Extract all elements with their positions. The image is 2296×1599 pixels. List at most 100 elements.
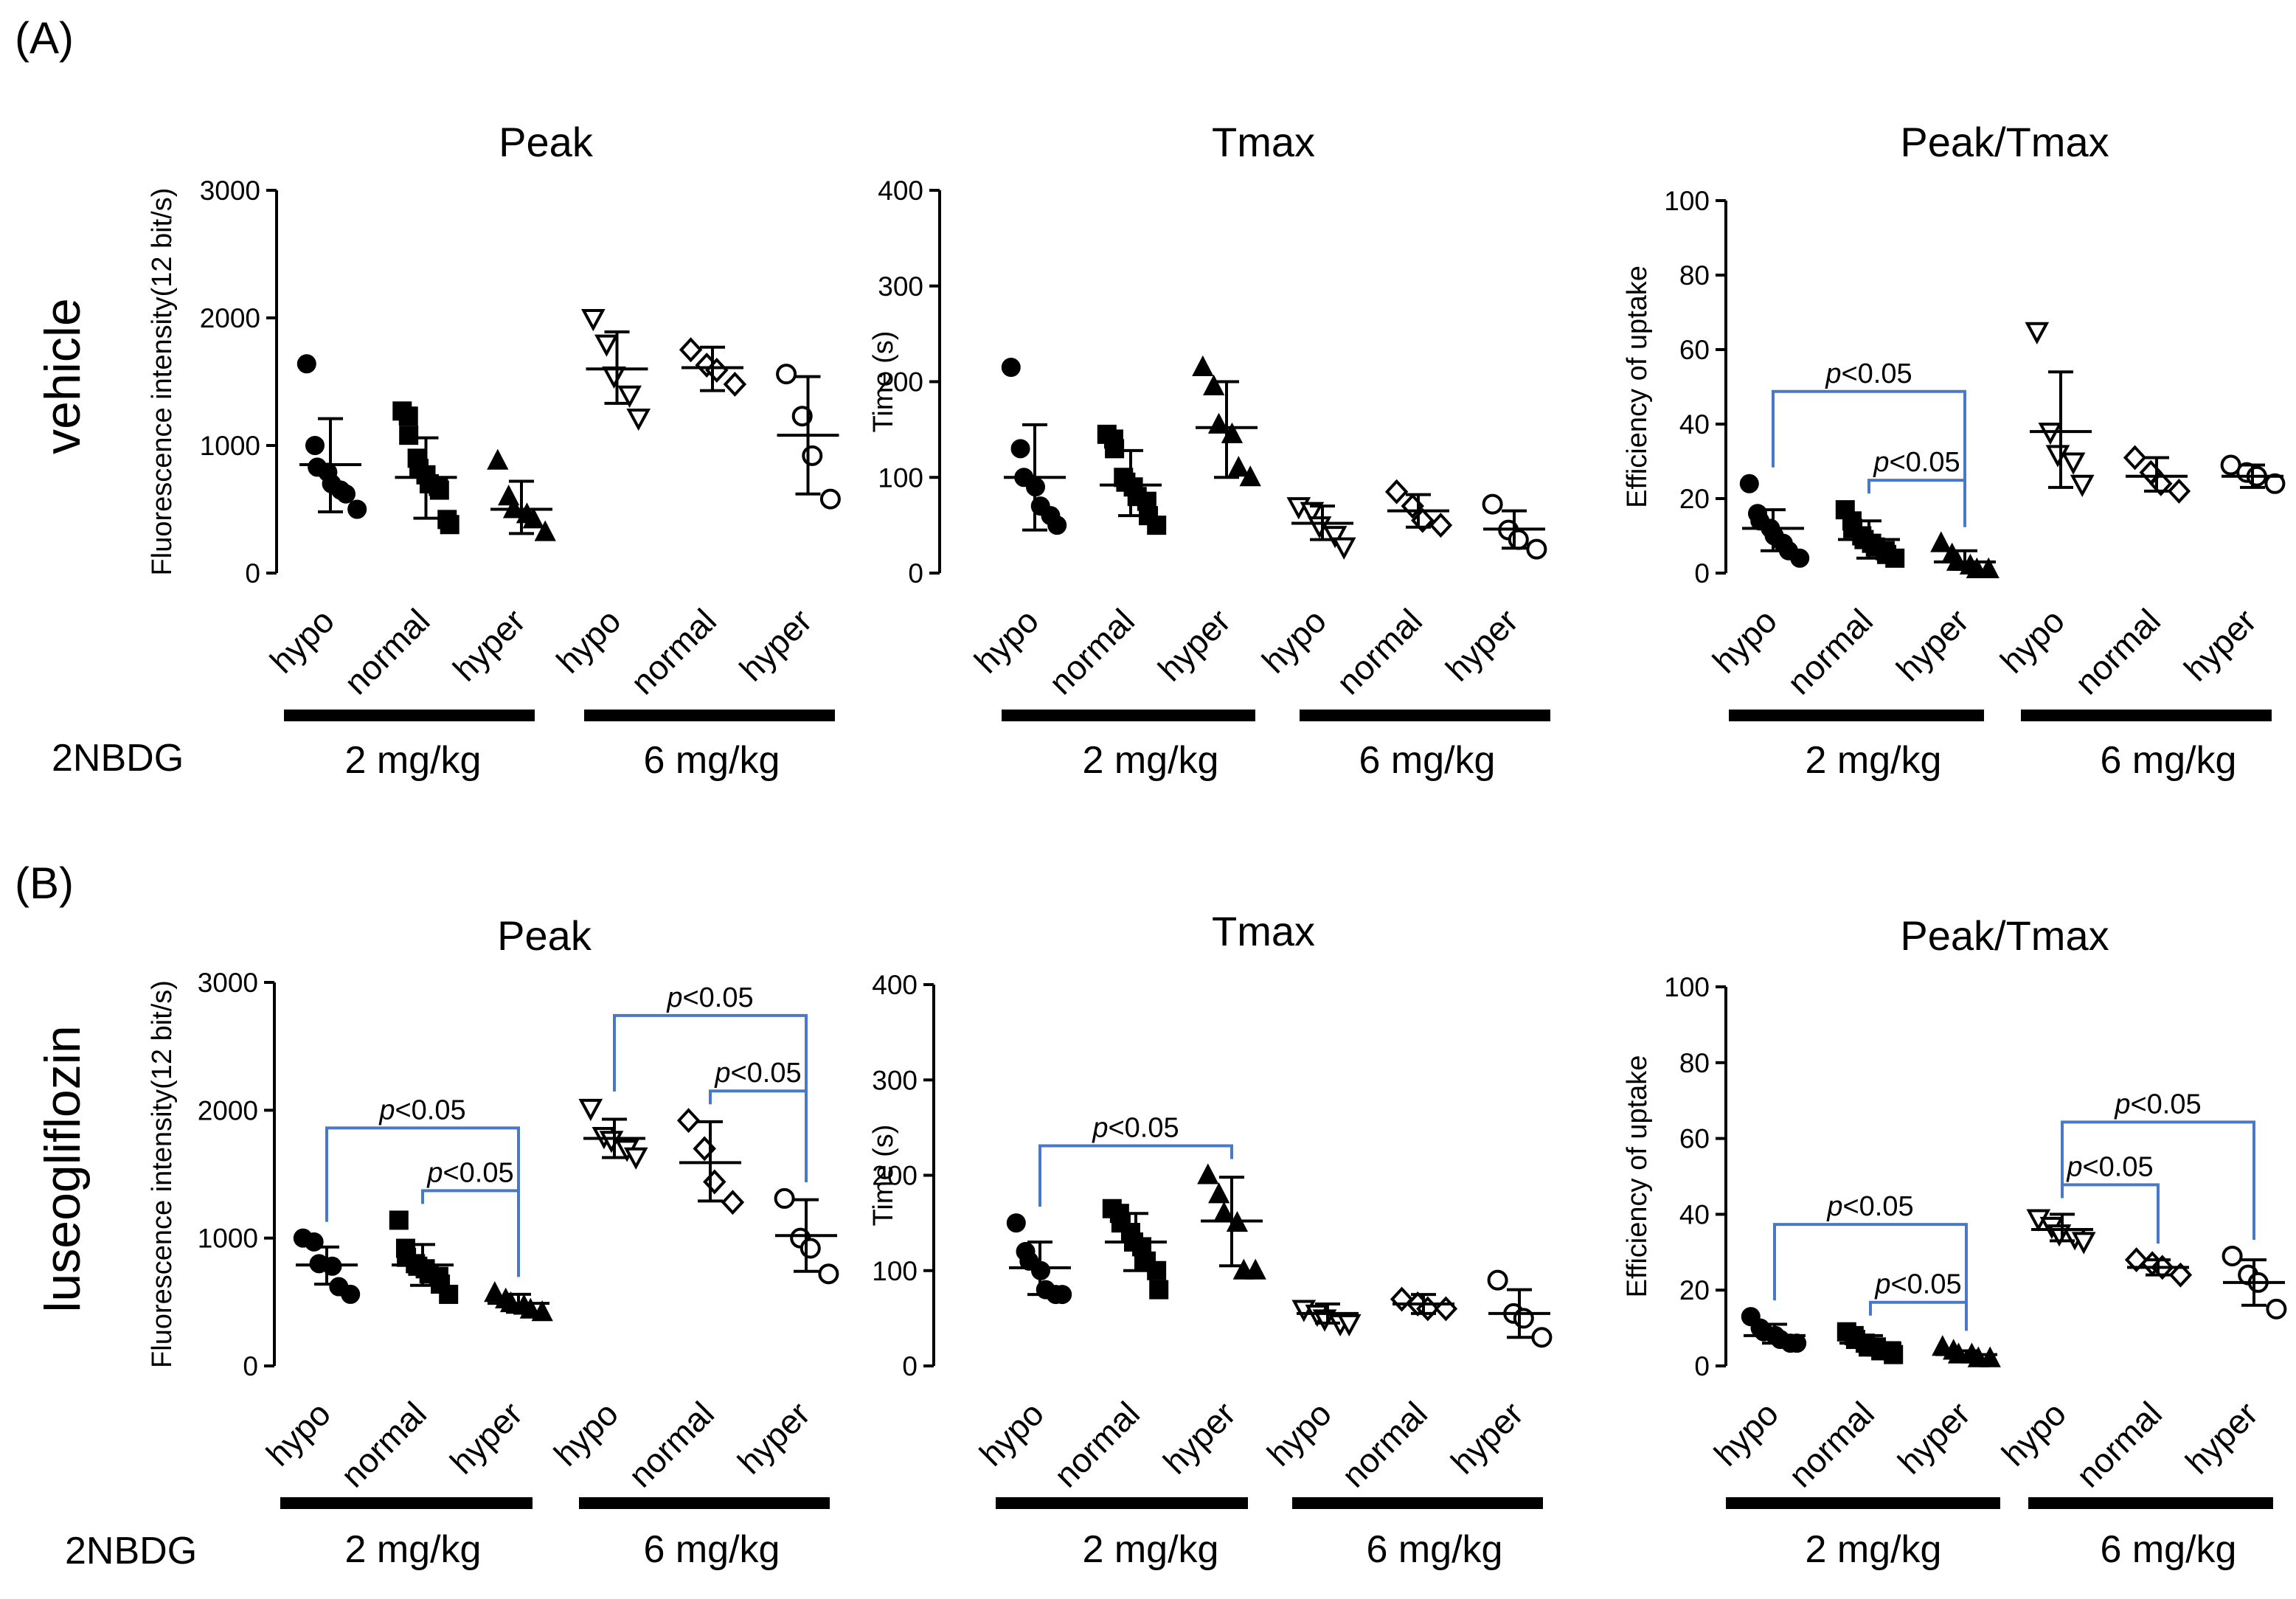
y-tick-label: 100 xyxy=(1664,186,1710,216)
data-point xyxy=(679,337,703,363)
y-tick-label: 0 xyxy=(902,1351,918,1381)
data-point xyxy=(1239,465,1261,487)
data-point xyxy=(398,406,418,426)
data-point xyxy=(439,1284,459,1304)
significance-bracket xyxy=(1867,479,1966,527)
chart-title: Peak/Tmax xyxy=(1900,912,2109,959)
data-point xyxy=(347,499,367,519)
dose-label: 6 mg/kg xyxy=(2101,1528,2237,1571)
data-point xyxy=(721,1190,745,1215)
significance-label: p<0.05 xyxy=(1874,1269,1961,1300)
group-hyper-6mg xyxy=(774,1187,839,1285)
data-point xyxy=(802,445,823,466)
x-category-label: normal xyxy=(2067,601,2168,701)
chart-title: Peak xyxy=(499,119,594,165)
x-category-label: hypo xyxy=(1994,1394,2073,1473)
x-category-label: hyper xyxy=(443,1394,530,1481)
y-tick-label: 100 xyxy=(878,462,923,493)
data-point xyxy=(623,1147,648,1170)
data-point xyxy=(723,372,747,397)
significance-label: p<0.05 xyxy=(1826,1191,1913,1222)
x-category-label: normal xyxy=(1047,1394,1147,1494)
compound-label-a: 2NBDG xyxy=(52,737,184,780)
group-hypo-6mg xyxy=(580,309,651,431)
y-tick-label: 400 xyxy=(872,970,918,1000)
group-hypo-2mg xyxy=(1741,1307,1807,1353)
x-category-label: hyper xyxy=(1443,1394,1530,1481)
group-normal-6mg xyxy=(1390,1286,1458,1322)
group-normal-2mg xyxy=(1102,1199,1169,1300)
x-category-label: hyper xyxy=(732,601,819,688)
group-hypo-6mg xyxy=(1291,1300,1362,1337)
significance-bracket xyxy=(1038,1144,1233,1207)
data-point xyxy=(1001,358,1021,378)
x-category-label: normal xyxy=(1334,1394,1435,1494)
y-tick-label: 100 xyxy=(872,1256,918,1286)
dose-label: 2 mg/kg xyxy=(345,739,482,782)
data-point xyxy=(1147,516,1167,535)
x-category-label: hypo xyxy=(1707,1394,1786,1473)
y-tick-label: 20 xyxy=(1679,1275,1710,1305)
x-category-label: hypo xyxy=(967,601,1046,680)
y-tick-label: 2000 xyxy=(198,1095,258,1125)
x-category-label: hypo xyxy=(1705,601,1784,680)
y-tick-label: 40 xyxy=(1679,409,1710,440)
group-hyper-6mg xyxy=(1482,493,1547,560)
significance-bracket xyxy=(709,1089,808,1182)
group-hypo-2mg xyxy=(1006,1213,1072,1305)
group-hyper-2mg xyxy=(484,1281,553,1322)
x-category-label: hypo xyxy=(549,601,628,680)
group-hypo-6mg xyxy=(578,1098,648,1170)
significance-label: p<0.05 xyxy=(378,1095,465,1125)
x-category-label: hyper xyxy=(730,1394,817,1481)
data-point xyxy=(1979,1346,2001,1367)
data-point xyxy=(594,334,619,357)
data-point xyxy=(1331,537,1356,560)
row-label-vehicle: vehicle xyxy=(35,298,91,454)
data-point xyxy=(389,1210,409,1230)
dose-label: 6 mg/kg xyxy=(1359,739,1496,782)
x-category-label: hypo xyxy=(259,1394,338,1473)
chart-panel-4: Peak Fluorescence intensity(12 bit/s) 0 100… xyxy=(147,912,839,1571)
data-point xyxy=(336,484,356,504)
group-hyper-6mg xyxy=(776,364,841,510)
x-category-label: hyper xyxy=(1438,601,1525,688)
data-point xyxy=(2071,1232,2096,1255)
y-tick-label: 200 xyxy=(878,367,923,398)
data-point xyxy=(1244,1258,1266,1280)
data-point xyxy=(1790,548,1810,568)
data-point xyxy=(602,366,626,389)
data-point xyxy=(578,1098,603,1122)
data-point xyxy=(1739,474,1759,493)
group-hyper-2mg xyxy=(1932,1335,2001,1367)
data-point xyxy=(1208,1182,1230,1204)
x-category-label: hyper xyxy=(445,601,533,688)
data-point xyxy=(2070,474,2095,497)
y-tick-label: 200 xyxy=(872,1161,918,1191)
data-point xyxy=(703,1169,726,1195)
group-hypo-2mg xyxy=(293,1228,361,1304)
y-tick-label: 80 xyxy=(1679,1048,1710,1078)
y-tick-label: 400 xyxy=(878,176,923,206)
dose-label: 2 mg/kg xyxy=(345,1528,482,1571)
y-tick-label: 40 xyxy=(1679,1199,1710,1229)
group-hypo-2mg xyxy=(1001,358,1067,535)
data-point xyxy=(1147,1260,1167,1280)
data-point xyxy=(341,1284,361,1304)
panel-label-b: (B) xyxy=(15,859,74,908)
y-tick-label: 0 xyxy=(245,558,260,589)
x-category-label: hypo xyxy=(263,601,341,680)
y-axis-label: Fluorescence intensity(12 bit/s) xyxy=(147,980,178,1368)
x-category-label: hypo xyxy=(1993,601,2072,680)
y-tick-label: 300 xyxy=(878,271,923,302)
chart-title: Tmax xyxy=(1212,908,1315,954)
data-point xyxy=(1884,1345,1904,1364)
data-point xyxy=(1197,1163,1219,1184)
y-tick-label: 1000 xyxy=(198,1224,258,1254)
group-hypo-2mg xyxy=(1739,474,1810,568)
x-category-label: hypo xyxy=(972,1394,1051,1473)
data-point xyxy=(429,480,449,500)
data-point xyxy=(1508,529,1529,550)
group-normal-6mg xyxy=(1384,479,1453,538)
data-point xyxy=(818,1263,839,1285)
